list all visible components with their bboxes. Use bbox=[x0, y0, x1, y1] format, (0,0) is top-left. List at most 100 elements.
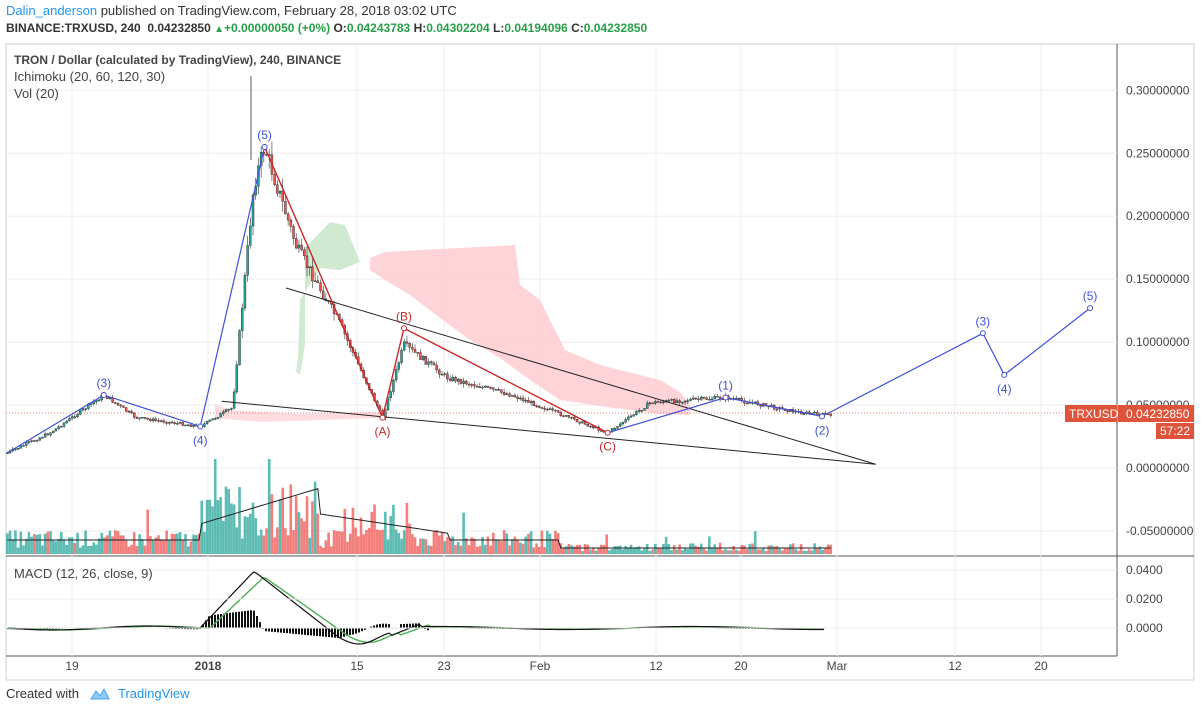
volume-bar bbox=[432, 530, 436, 554]
volume-bar bbox=[794, 549, 798, 554]
candle bbox=[133, 412, 136, 418]
candle bbox=[49, 432, 52, 436]
candle bbox=[62, 422, 66, 427]
macd-histogram-bar bbox=[427, 628, 429, 631]
candle bbox=[170, 421, 174, 424]
tradingview-link[interactable]: TradingView bbox=[118, 686, 190, 701]
volume-bar bbox=[613, 546, 617, 554]
volume-bar bbox=[78, 547, 82, 554]
volume-bar bbox=[645, 544, 649, 554]
volume-bar bbox=[168, 539, 171, 554]
low-value: 0.04194096 bbox=[504, 21, 568, 35]
volume-bar bbox=[230, 503, 233, 554]
volume-bar bbox=[637, 546, 641, 554]
volume-bar bbox=[149, 536, 152, 554]
macd-histogram-bar bbox=[274, 628, 276, 633]
candle bbox=[127, 410, 131, 413]
volume-bar bbox=[111, 536, 114, 554]
candle bbox=[432, 362, 436, 366]
volume-bar bbox=[92, 542, 96, 554]
volume-bar bbox=[737, 550, 741, 554]
candle bbox=[567, 415, 571, 418]
ichimoku-cloud bbox=[215, 222, 690, 422]
volume-bar bbox=[389, 515, 393, 554]
candle bbox=[438, 369, 441, 375]
volume-bar bbox=[683, 547, 687, 554]
macd-histogram-bar bbox=[205, 620, 207, 629]
candle bbox=[427, 361, 430, 365]
candle bbox=[689, 399, 692, 401]
volume-bar bbox=[392, 504, 395, 554]
volume-bar bbox=[564, 546, 568, 554]
candle bbox=[224, 409, 228, 412]
volume-bar bbox=[114, 530, 117, 554]
macd-histogram-bar bbox=[337, 628, 339, 638]
candle bbox=[411, 346, 414, 350]
volume-bar bbox=[346, 541, 349, 554]
volume-bar bbox=[672, 545, 676, 554]
candle bbox=[114, 402, 117, 404]
macd-histogram-bar bbox=[322, 628, 324, 637]
candle bbox=[227, 409, 230, 411]
candle bbox=[697, 398, 700, 401]
volume-bar bbox=[724, 549, 727, 554]
macd-histogram-bar bbox=[259, 622, 261, 629]
volume-bar bbox=[726, 550, 730, 554]
volume-bar bbox=[292, 530, 295, 554]
candle bbox=[160, 420, 163, 422]
volume-bar bbox=[105, 535, 109, 554]
volume-bar bbox=[429, 545, 433, 554]
volume-bar bbox=[186, 546, 190, 554]
macd-pane bbox=[7, 571, 825, 645]
volume-bar bbox=[76, 532, 79, 554]
volume-bar bbox=[813, 543, 816, 554]
candle bbox=[678, 400, 681, 403]
volume-bar bbox=[332, 530, 336, 554]
volume-bar bbox=[49, 531, 52, 554]
countdown-tag bbox=[1156, 423, 1194, 439]
candle bbox=[386, 397, 390, 410]
candle bbox=[681, 401, 684, 404]
candle bbox=[535, 405, 538, 407]
volume-bar bbox=[772, 546, 776, 554]
volume-bar bbox=[184, 534, 187, 554]
candle bbox=[57, 426, 60, 429]
candle bbox=[46, 433, 50, 436]
volume-bar bbox=[635, 547, 638, 554]
volume-bar bbox=[22, 545, 25, 554]
volume-bar bbox=[762, 548, 765, 554]
candle bbox=[548, 408, 552, 410]
candle bbox=[52, 430, 55, 434]
volume-bar bbox=[681, 550, 684, 554]
candle bbox=[286, 213, 290, 221]
volume-bar bbox=[689, 543, 692, 554]
candle bbox=[122, 405, 125, 408]
volume-bar bbox=[305, 496, 309, 554]
volume-bar bbox=[618, 545, 622, 554]
volume-bar bbox=[475, 546, 479, 554]
volume-bar bbox=[270, 494, 274, 554]
volume-bar bbox=[454, 545, 457, 554]
candle bbox=[146, 418, 149, 420]
volume-bar bbox=[165, 530, 168, 554]
candle bbox=[184, 424, 187, 427]
volume-bar bbox=[494, 539, 498, 554]
volume-bar bbox=[548, 533, 552, 554]
candle bbox=[297, 244, 301, 249]
wave-label: (2) bbox=[815, 423, 830, 437]
candle bbox=[659, 401, 662, 404]
volume-bar bbox=[249, 513, 252, 554]
volume-bar bbox=[446, 537, 449, 554]
volume-bar bbox=[394, 529, 398, 554]
candle bbox=[308, 266, 311, 269]
volume-bar bbox=[799, 544, 803, 554]
volume-bar bbox=[151, 539, 155, 554]
macd-histogram-bar bbox=[214, 614, 216, 629]
author-link[interactable]: Dalin_anderson bbox=[6, 3, 98, 18]
candle bbox=[551, 408, 554, 411]
candle bbox=[394, 369, 398, 381]
candle bbox=[303, 249, 306, 257]
wave-label: (4) bbox=[997, 382, 1012, 396]
candle bbox=[478, 386, 482, 388]
